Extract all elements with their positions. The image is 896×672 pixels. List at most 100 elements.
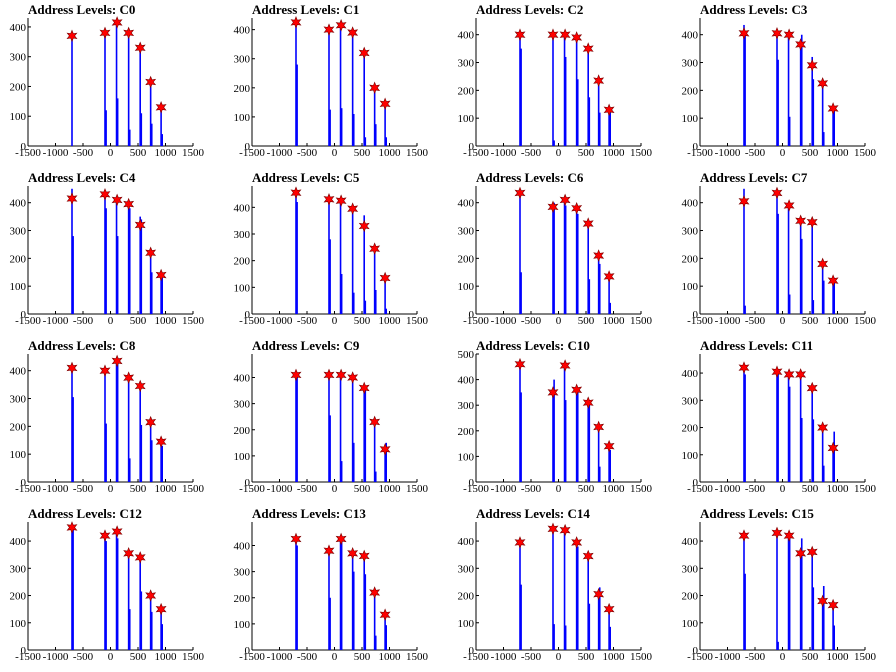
y-tick-label: 300	[682, 226, 699, 238]
subplot-10: Address Levels: C10 0 100 200 300 400 500 -1500…	[458, 338, 653, 495]
y-tick-label: 300	[458, 58, 475, 70]
peak-star-marker	[123, 547, 135, 560]
peak-star-marker	[335, 368, 347, 382]
x-tick-label: -1000	[715, 483, 741, 495]
y-tick-label: 100	[10, 618, 27, 630]
y-tick-label: 200	[682, 85, 699, 97]
peak-star-marker	[514, 186, 526, 200]
subplot-13: Address Levels: C13 0 100 200 300 400 -1500 -10…	[234, 506, 429, 663]
y-tick-label: 200	[234, 83, 251, 95]
peak-star-marker	[559, 28, 571, 42]
x-tick-label: 500	[130, 315, 147, 327]
x-tick-label: 0	[780, 315, 786, 327]
peak-star-marker	[559, 359, 571, 372]
y-tick-label: 0	[469, 645, 475, 657]
x-tick-label: 1000	[379, 315, 402, 327]
peak-star-marker	[514, 357, 526, 371]
y-tick-label: 0	[469, 141, 475, 153]
x-tick-label: 1000	[827, 147, 850, 159]
y-tick-label: 300	[458, 563, 475, 575]
peak-star-marker	[795, 547, 807, 560]
peak-star-marker	[347, 202, 359, 215]
peak-star-marker	[347, 26, 359, 39]
y-tick-label: 0	[469, 477, 475, 489]
peak-star-marker	[514, 536, 526, 549]
peak-star-marker	[559, 523, 571, 537]
x-tick-label: -500	[297, 483, 318, 495]
peak-star-marker	[358, 219, 370, 233]
x-tick-label: -1000	[491, 651, 517, 663]
x-tick-label: -1500	[463, 147, 489, 159]
peak-star-marker	[571, 536, 583, 549]
peak-star-marker	[603, 270, 615, 283]
y-tick-label: 100	[234, 112, 251, 124]
x-tick-label: -500	[521, 651, 542, 663]
x-tick-label: 500	[802, 315, 819, 327]
x-tick-label: 0	[556, 483, 562, 495]
peak-star-marker	[827, 102, 839, 115]
y-tick-label: 200	[10, 421, 27, 433]
y-tick-label: 400	[234, 373, 251, 385]
x-tick-label: -1500	[15, 651, 41, 663]
x-tick-label: 500	[578, 315, 595, 327]
x-tick-label: -500	[73, 147, 94, 159]
x-tick-label: 1500	[406, 651, 429, 663]
x-tick-label: -1000	[43, 651, 69, 663]
x-tick-label: -500	[297, 147, 318, 159]
x-tick-label: -1500	[463, 651, 489, 663]
peak-star-marker	[111, 193, 123, 207]
y-tick-label: 0	[693, 309, 699, 321]
chart-title: Address Levels: C8	[28, 338, 136, 353]
x-tick-label: 1000	[827, 315, 850, 327]
y-tick-label: 300	[458, 400, 475, 412]
peak-star-marker	[369, 586, 381, 599]
y-tick-label: 500	[458, 349, 475, 361]
x-tick-label: 1000	[155, 483, 178, 495]
y-tick-label: 100	[10, 111, 27, 123]
peak-star-marker	[358, 381, 370, 395]
peak-star-marker	[66, 521, 78, 534]
chart-title: Address Levels: C6	[476, 170, 584, 185]
peak-star-marker	[66, 192, 78, 205]
x-tick-label: 1500	[854, 651, 877, 663]
peak-star-marker	[738, 26, 750, 40]
y-tick-label: 100	[234, 451, 251, 463]
y-tick-label: 300	[458, 226, 475, 238]
y-tick-label: 0	[245, 645, 251, 657]
x-tick-label: 1500	[854, 315, 877, 327]
y-tick-label: 0	[21, 141, 27, 153]
chart-title: Address Levels: C3	[700, 2, 808, 17]
peak-star-marker	[155, 268, 167, 282]
y-tick-label: 100	[458, 451, 475, 463]
x-tick-label: 1500	[182, 315, 205, 327]
peak-star-marker	[335, 194, 347, 207]
x-tick-label: -1500	[239, 147, 265, 159]
y-tick-label: 400	[458, 536, 475, 548]
x-tick-label: 1500	[630, 147, 653, 159]
peak-star-marker	[795, 214, 807, 228]
peak-star-marker	[145, 589, 157, 602]
y-tick-label: 300	[234, 54, 251, 66]
y-tick-label: 400	[10, 198, 27, 210]
peak-star-marker	[369, 415, 381, 429]
x-tick-label: -500	[745, 315, 766, 327]
peak-star-marker	[111, 525, 123, 538]
chart-title: Address Levels: C2	[476, 2, 583, 17]
peak-star-marker	[323, 193, 335, 206]
y-tick-label: 400	[458, 30, 475, 42]
y-tick-label: 0	[469, 309, 475, 321]
peak-star-marker	[99, 188, 111, 201]
peak-star-marker	[547, 28, 559, 42]
x-tick-label: 1500	[630, 315, 653, 327]
peak-star-marker	[358, 46, 370, 60]
x-tick-label: -500	[745, 483, 766, 495]
x-tick-label: -500	[297, 315, 318, 327]
x-tick-label: 500	[578, 483, 595, 495]
y-tick-label: 200	[458, 591, 475, 603]
x-tick-label: 1000	[603, 651, 626, 663]
x-tick-label: 500	[578, 651, 595, 663]
peak-star-marker	[66, 29, 78, 43]
peak-star-marker	[582, 42, 594, 55]
peak-star-marker	[111, 354, 123, 368]
y-tick-label: 200	[682, 253, 699, 265]
